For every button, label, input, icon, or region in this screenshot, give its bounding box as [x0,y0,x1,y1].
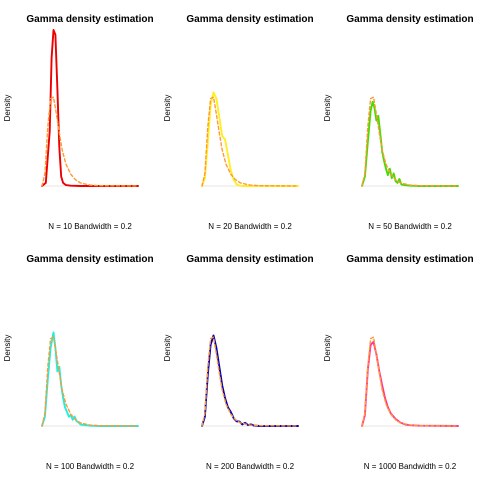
panel-5: Gamma density estimation Density N = 200 B… [163,254,314,471]
y-axis-label: Density [163,335,172,362]
panel-2: Gamma density estimation Density N = 20 Ba… [163,14,314,231]
true-density-line [201,336,299,427]
panel-3: Gamma density estimation Density N = 50 Ba… [323,14,474,231]
panel-title: Gamma density estimation [346,14,473,25]
y-axis-label: Density [3,335,12,362]
y-axis-label: Density [323,95,332,122]
estimated-density-line [201,91,299,187]
x-axis-label: N = 20 Bandwidth = 0.2 [208,222,292,231]
y-axis-label: Density [323,335,332,362]
panel-title: Gamma density estimation [26,14,153,25]
estimated-density-line [201,334,299,427]
y-axis-label: Density [3,95,12,122]
x-axis-label: N = 10 Bandwidth = 0.2 [48,222,132,231]
estimated-density-line [361,100,459,187]
panel-6: Gamma density estimation Density N = 1000 … [323,254,474,471]
true-density-line [361,96,459,187]
estimated-density-line [361,340,459,427]
true-density-line [201,96,299,187]
panel-title: Gamma density estimation [26,254,153,265]
panel-title: Gamma density estimation [346,254,473,265]
panel-4: Gamma density estimation Density N = 100 B… [3,254,154,471]
true-density-line [41,336,139,427]
estimated-density-line [41,29,139,187]
true-density-line [41,96,139,187]
x-axis-label: N = 200 Bandwidth = 0.2 [206,462,295,471]
panel-title: Gamma density estimation [186,14,313,25]
true-density-line [361,336,459,427]
estimated-density-line [41,331,139,427]
x-axis-label: N = 1000 Bandwidth = 0.2 [364,462,457,471]
x-axis-label: N = 50 Bandwidth = 0.2 [368,222,452,231]
panel-title: Gamma density estimation [186,254,313,265]
y-axis-label: Density [163,95,172,122]
panel-1: Gamma density estimation Density N = 10 Ba… [3,14,154,231]
x-axis-label: N = 100 Bandwidth = 0.2 [46,462,135,471]
